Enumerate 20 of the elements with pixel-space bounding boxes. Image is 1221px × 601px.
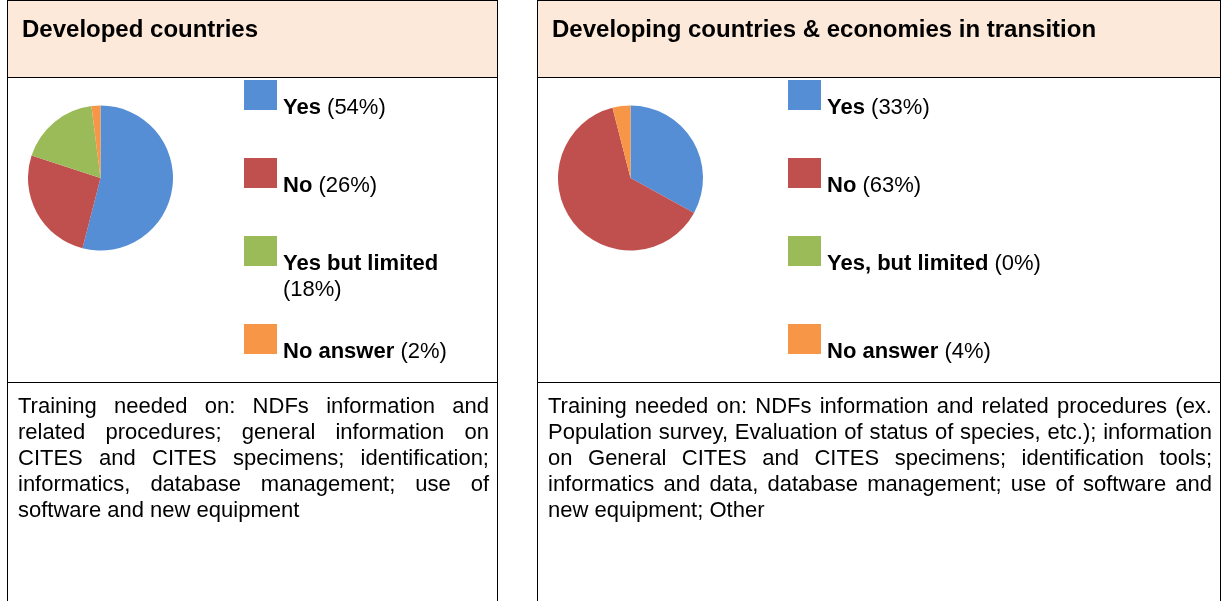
legend-label: Yes, but limited — [827, 250, 989, 275]
data-label: (2%) — [400, 338, 447, 363]
text: Training needed on: NDFs information and related procedures (ex. Population survey, Evaluation of status of species, etc.); information on General CITES and CITES specimens; identification tools; informatics and data, database management; use of software and new equipment; Other — [547, 392, 1213, 523]
legend-label: No — [283, 172, 313, 197]
legend-label: No answer — [827, 338, 939, 363]
text: (0%) — [994, 250, 1041, 275]
legend-label: No answer — [283, 338, 395, 363]
legend-label: Yes — [827, 94, 865, 119]
data-label: (54%) — [327, 94, 386, 119]
data-label: (63%) — [862, 172, 922, 197]
legend-label: Yes but limited — [283, 250, 439, 275]
chart-title: Developing countries & economies in transition — [538, 1, 1220, 78]
data-label: (4%) — [944, 338, 991, 363]
legend-label: No — [827, 172, 857, 197]
legend-label: Yes — [283, 94, 321, 119]
data-label: (18%) — [283, 276, 342, 301]
data-label: (33%) — [871, 94, 930, 119]
chart-title: Developed countries — [8, 1, 497, 78]
text: Training needed on: NDFs information and related procedures; general information on CITES and CITES specimens; identification; informatics, database management; use of software and new equipment — [17, 392, 490, 523]
data-label: (26%) — [318, 172, 378, 197]
